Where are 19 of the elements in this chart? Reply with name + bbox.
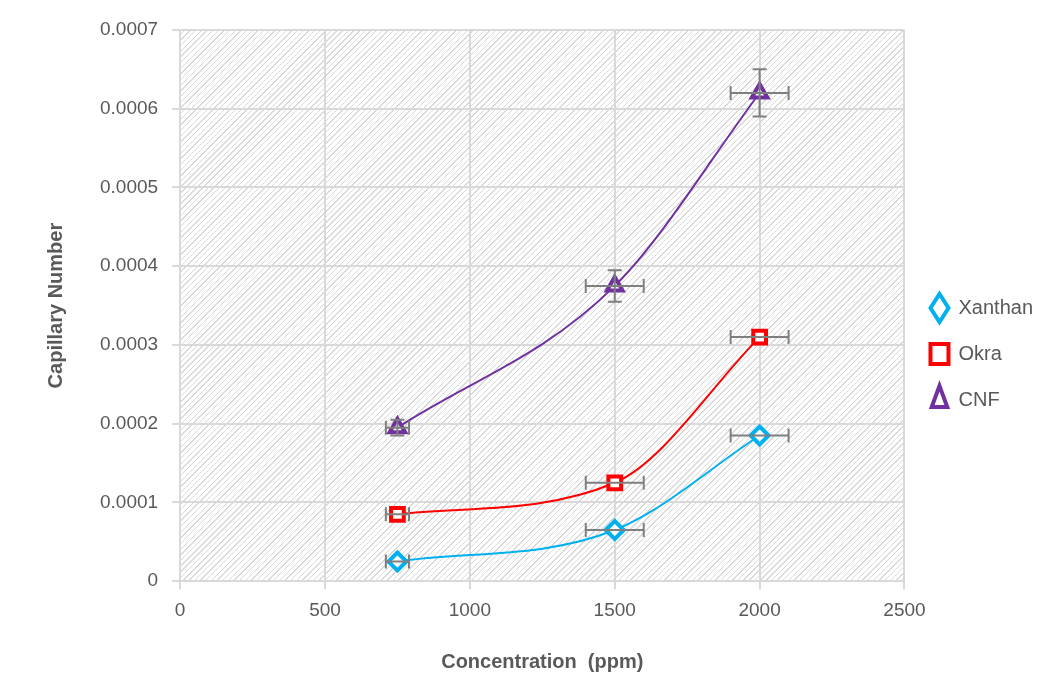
x-tick-label: 2500: [883, 598, 926, 620]
x-tick-label: 0: [174, 598, 186, 620]
y-tick-label: 0.0002: [99, 411, 159, 433]
y-tick-label: 0.0003: [99, 333, 159, 355]
y-tick-label: 0.0007: [99, 18, 159, 40]
legend-label: Okra: [958, 341, 1003, 364]
x-tick-label: 1500: [593, 598, 636, 620]
x-tick-label: 500: [309, 598, 341, 620]
y-tick-label: 0.0005: [99, 175, 159, 197]
y-axis-title: Capillary Number: [43, 222, 66, 389]
y-tick-label: 0: [147, 569, 159, 591]
x-axis-title: Concentration (ppm): [441, 649, 644, 672]
legend-label: Xanthan: [958, 295, 1033, 318]
y-tick-label: 0.0004: [99, 254, 159, 276]
legend-label: CNF: [958, 387, 1000, 410]
x-tick-label: 2000: [738, 598, 781, 620]
y-tick-label: 0.0001: [99, 490, 159, 512]
x-tick-label: 1000: [448, 598, 491, 620]
y-tick-label: 0.0006: [99, 96, 159, 118]
